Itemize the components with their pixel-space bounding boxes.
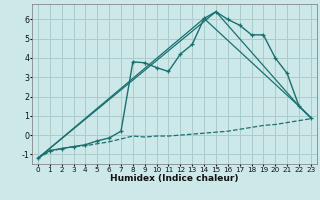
X-axis label: Humidex (Indice chaleur): Humidex (Indice chaleur) [110,174,239,183]
